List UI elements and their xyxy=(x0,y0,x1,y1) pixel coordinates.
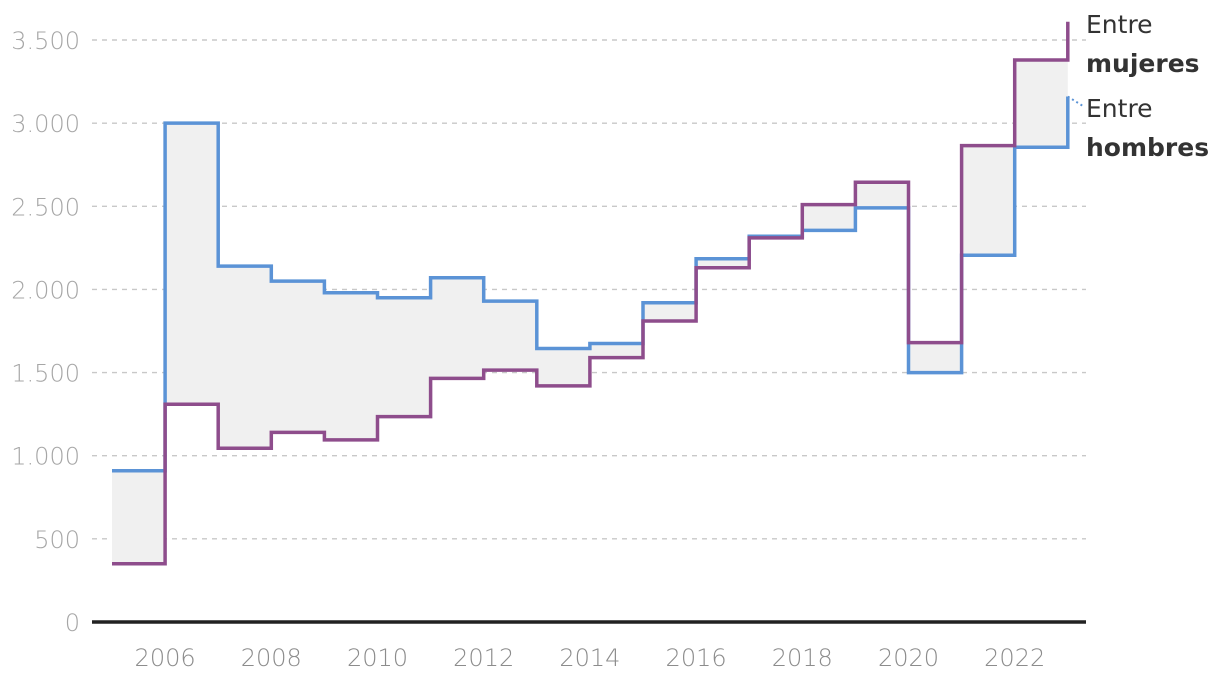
legend-hombres-line1: Entre xyxy=(1086,94,1153,123)
legend-mujeres: Entre mujeres xyxy=(1086,10,1200,78)
legend-hombres-line2: hombres xyxy=(1086,133,1209,162)
x-tick-label: 2018 xyxy=(772,644,833,672)
x-tick-label: 2008 xyxy=(241,644,302,672)
legend-mujeres-line1: Entre xyxy=(1086,10,1153,39)
y-tick-label: 2.000 xyxy=(11,276,80,304)
series-line-mujeres xyxy=(112,21,1070,566)
y-tick-label: 3.500 xyxy=(11,27,80,55)
x-tick-label: 2022 xyxy=(984,644,1045,672)
legend-mujeres-line2: mujeres xyxy=(1086,49,1200,78)
y-tick-label: 1.000 xyxy=(11,443,80,471)
legend-leader-hombres xyxy=(1067,95,1085,108)
y-tick-label: 500 xyxy=(34,526,80,554)
x-tick-label: 2020 xyxy=(878,644,939,672)
x-tick-label: 2006 xyxy=(135,644,196,672)
x-tick-label: 2014 xyxy=(559,644,620,672)
x-tick-label: 2010 xyxy=(347,644,408,672)
y-tick-label: 3.000 xyxy=(11,110,80,138)
x-axis-ticks: 2006 2008 2010 2012 2014 2016 2018 2020 2022 xyxy=(135,644,1046,672)
x-tick-label: 2016 xyxy=(666,644,727,672)
y-tick-label: 1.500 xyxy=(11,360,80,388)
y-tick-label: 2.500 xyxy=(11,193,80,221)
series-line-hombres xyxy=(112,96,1070,473)
y-tick-label: 0 xyxy=(65,609,80,637)
gap-fill-area xyxy=(112,21,1068,564)
y-axis-ticks: 0 500 1.000 1.500 2.000 2.500 3.000 3.500 xyxy=(11,27,80,637)
x-tick-label: 2012 xyxy=(453,644,514,672)
legend-hombres: Entre hombres xyxy=(1086,94,1209,162)
